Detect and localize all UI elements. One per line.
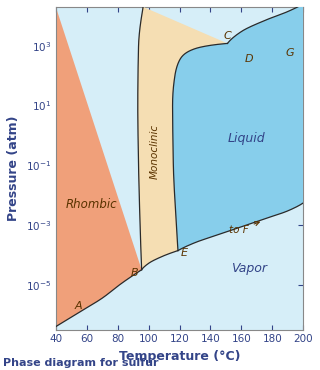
Text: Monoclinic: Monoclinic [150, 124, 160, 179]
Text: $D$: $D$ [244, 52, 254, 64]
Text: Vapor: Vapor [231, 262, 267, 275]
Text: $C$: $C$ [223, 29, 233, 41]
Text: $G$: $G$ [285, 46, 295, 58]
Text: Rhombic: Rhombic [66, 198, 117, 211]
Text: Phase diagram for sulfur: Phase diagram for sulfur [3, 358, 159, 368]
Text: $B$: $B$ [130, 266, 139, 278]
Polygon shape [172, 4, 303, 250]
X-axis label: Temperature (°C): Temperature (°C) [119, 350, 240, 363]
Text: Liquid: Liquid [227, 132, 265, 145]
Text: $E$: $E$ [180, 246, 188, 258]
Text: to F: to F [229, 222, 259, 235]
Text: $A$: $A$ [74, 299, 84, 312]
Polygon shape [138, 7, 228, 270]
Polygon shape [56, 7, 143, 327]
Y-axis label: Pressure (atm): Pressure (atm) [7, 115, 20, 221]
